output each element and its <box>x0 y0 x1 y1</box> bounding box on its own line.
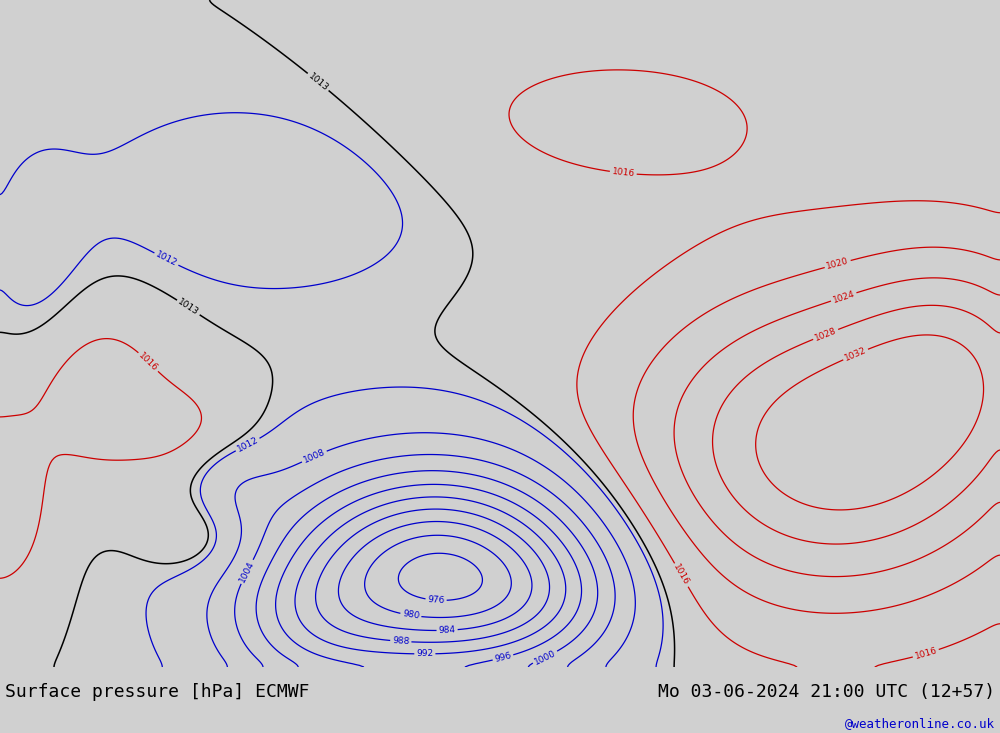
Text: 988: 988 <box>392 636 410 647</box>
Text: 1016: 1016 <box>914 646 938 661</box>
Text: 1013: 1013 <box>306 71 330 92</box>
Text: 1016: 1016 <box>611 167 635 179</box>
Text: 1008: 1008 <box>302 448 327 465</box>
Text: 1016: 1016 <box>672 563 691 587</box>
Text: Mo 03-06-2024 21:00 UTC (12+57): Mo 03-06-2024 21:00 UTC (12+57) <box>658 683 995 701</box>
Text: @weatheronline.co.uk: @weatheronline.co.uk <box>845 717 995 729</box>
Text: Surface pressure [hPa] ECMWF: Surface pressure [hPa] ECMWF <box>5 683 310 701</box>
Text: 980: 980 <box>402 610 420 621</box>
Text: 992: 992 <box>416 649 433 658</box>
Text: 1028: 1028 <box>813 326 838 343</box>
Text: 1032: 1032 <box>843 346 868 363</box>
Text: 1012: 1012 <box>235 435 260 454</box>
Text: 1004: 1004 <box>238 559 256 584</box>
Text: 1024: 1024 <box>831 289 856 305</box>
Text: 976: 976 <box>427 595 445 605</box>
Text: 1000: 1000 <box>533 648 557 666</box>
Text: 984: 984 <box>438 625 456 635</box>
Text: 1020: 1020 <box>825 257 850 271</box>
Text: 1012: 1012 <box>154 250 179 268</box>
Text: 1016: 1016 <box>137 351 160 373</box>
Text: 1013: 1013 <box>176 298 200 317</box>
Text: 996: 996 <box>494 651 512 664</box>
